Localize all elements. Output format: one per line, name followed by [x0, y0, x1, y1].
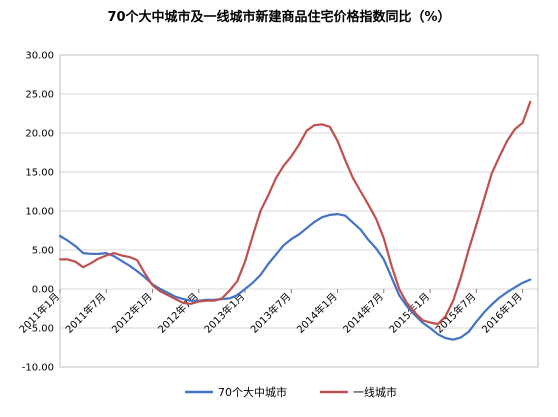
x-tick-label: 2014年7月 [340, 290, 386, 336]
chart-title: 70个大中城市及一线城市新建商品住宅价格指数同比（%） [107, 10, 451, 25]
legend-label-1: 70个大中城市 [218, 385, 287, 399]
y-tick-label: 5.00 [32, 246, 54, 257]
series-line-2 [58, 100, 532, 326]
y-tick-label: -5.00 [28, 324, 54, 335]
y-tick-label: 25.00 [25, 90, 54, 101]
x-tick-label: 2011年7月 [63, 290, 109, 336]
plot-border [59, 54, 539, 368]
x-tick-label: 2012年1月 [109, 290, 155, 336]
y-tick-label: -10.00 [22, 363, 54, 374]
y-tick-label: 30.00 [25, 51, 54, 62]
y-tick-label: 0.00 [32, 285, 54, 296]
series-line-1 [58, 213, 532, 341]
x-tick-label: 2013年7月 [248, 290, 294, 336]
legend-label-2: 一线城市 [353, 385, 397, 399]
x-tick-label: 2015年1月 [386, 290, 432, 336]
y-tick-label: 20.00 [25, 129, 54, 140]
x-tick-label: 2014年1月 [294, 290, 340, 336]
y-tick-label: 15.00 [25, 168, 54, 179]
y-tick-label: 10.00 [25, 207, 54, 218]
